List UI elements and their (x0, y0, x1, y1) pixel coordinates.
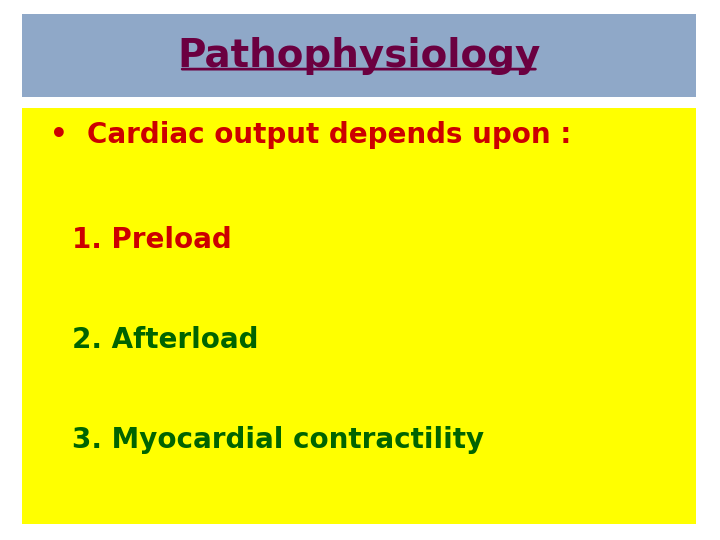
Text: Pathophysiology: Pathophysiology (177, 37, 541, 75)
FancyBboxPatch shape (22, 14, 696, 97)
Text: 2. Afterload: 2. Afterload (72, 326, 258, 354)
Text: 3. Myocardial contractility: 3. Myocardial contractility (72, 426, 484, 454)
Text: •  Cardiac output depends upon :: • Cardiac output depends upon : (50, 121, 572, 149)
FancyBboxPatch shape (22, 108, 696, 524)
Text: 1. Preload: 1. Preload (72, 226, 232, 254)
